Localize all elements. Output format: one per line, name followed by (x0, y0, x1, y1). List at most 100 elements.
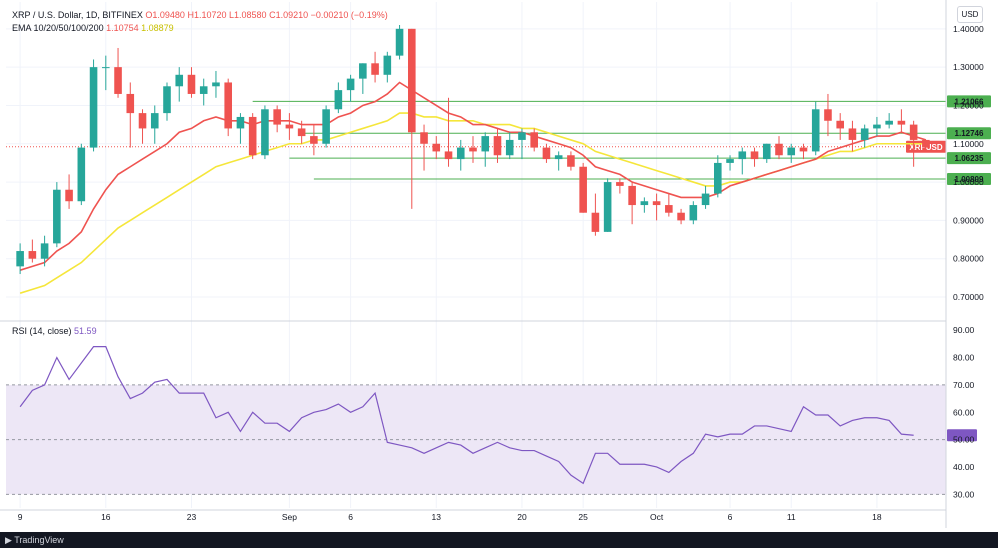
candle-body (738, 151, 747, 160)
candle-body (456, 147, 465, 160)
candle-body (677, 212, 685, 221)
candle-body (518, 132, 526, 140)
x-tick-label: 11 (787, 512, 796, 522)
candle-body (346, 78, 355, 91)
candle-body (897, 120, 906, 125)
level-label-bg (947, 172, 991, 185)
x-tick-label: Sep (282, 512, 297, 522)
candle-body (359, 63, 367, 79)
candle-body (665, 205, 673, 213)
candle-body (603, 182, 612, 232)
price-tick-label: 1.40000 (953, 24, 984, 34)
symbol-title: XRP / U.S. Dollar, 1D, BITFINEX (12, 10, 143, 20)
candle-body (616, 182, 624, 186)
rsi-label: RSI (14, close) (12, 326, 72, 336)
x-tick-label: 25 (578, 512, 588, 522)
level-label: 1.06235 (955, 154, 984, 163)
candle-body (640, 201, 649, 206)
candle-body (114, 67, 122, 94)
candle-body (89, 67, 98, 148)
currency-button[interactable]: USD (957, 6, 983, 23)
candle-body (40, 243, 49, 259)
ema-value-fast: 1.10754 (106, 23, 139, 33)
candle-body (848, 128, 857, 140)
candle-body (579, 166, 587, 213)
candle-body (811, 109, 820, 152)
candle-body (714, 162, 722, 194)
candle-body (420, 132, 428, 144)
price-tick-label: 0.70000 (953, 292, 984, 302)
candle-body (469, 147, 477, 152)
candle-body (799, 147, 808, 152)
candle-body (787, 147, 796, 156)
candle-body (689, 205, 698, 221)
candle-body (383, 55, 392, 75)
candle-body (628, 185, 636, 206)
rsi-legend[interactable]: RSI (14, close) 51.59 (12, 326, 97, 336)
candle-body (175, 74, 184, 87)
candle-body (481, 136, 490, 152)
candle-body (138, 113, 147, 129)
candle-body (65, 189, 73, 202)
price-tick-label: 0.80000 (953, 254, 984, 264)
candle-body (554, 155, 563, 160)
candle-body (909, 124, 918, 140)
candle-body (102, 67, 110, 69)
rsi-tick-label: 60.00 (953, 407, 975, 417)
level-label-bg (947, 127, 991, 140)
candle-body (885, 120, 893, 125)
candle-body (542, 147, 551, 160)
ema-legend[interactable]: EMA 10/20/50/100/200 1.10754 1.08879 (12, 23, 174, 33)
candle-body (285, 124, 294, 129)
ohlc-low: L1.08580 (229, 10, 267, 20)
x-tick-label: 18 (872, 512, 882, 522)
candle-body (77, 147, 86, 202)
x-tick-label: 6 (348, 512, 353, 522)
rsi-line-group (19, 346, 977, 485)
candle-body (567, 155, 575, 167)
tradingview-logo[interactable]: ▶ TradingView (5, 535, 64, 546)
rsi-value-tag-bg (947, 429, 977, 442)
rsi-tick-label: 90.00 (953, 325, 975, 335)
rsi-tick-label: 50.00 (953, 435, 975, 445)
candle-body (310, 136, 318, 144)
candle-body (762, 143, 771, 160)
x-tick-label: 23 (187, 512, 197, 522)
price-tick-label: 1.20000 (953, 100, 984, 110)
level-label: 1.21066 (955, 97, 984, 106)
x-tick-label: 13 (432, 512, 442, 522)
candle-body (408, 28, 416, 133)
x-tick-label: Oct (650, 512, 664, 522)
ema-label: EMA 10/20/50/100/200 (12, 23, 104, 33)
candle-body (371, 63, 379, 75)
candle-body (493, 136, 502, 156)
level-label: 1.12746 (955, 129, 984, 138)
level-label: 1.00809 (955, 175, 984, 184)
candle-body (922, 139, 930, 148)
candles (16, 24, 930, 275)
candle-body (860, 128, 869, 140)
candle-body (591, 212, 600, 232)
candle-body (824, 109, 832, 121)
rsi-tick-label: 30.00 (953, 489, 975, 499)
candle-body (726, 159, 734, 163)
price-tick-label: 1.30000 (953, 62, 984, 72)
candle-body (775, 143, 783, 156)
candle-body (395, 28, 404, 56)
candle-body (873, 124, 881, 129)
candle-body (187, 74, 196, 94)
ohlc-change: −0.00210 (−0.19%) (310, 10, 388, 20)
candle-body (322, 109, 330, 144)
candle-body (212, 82, 220, 87)
tradingview-icon: ▶ (5, 535, 15, 545)
candle-body (432, 143, 441, 152)
candle-body (28, 251, 37, 259)
candle-body (248, 116, 257, 156)
candle-body (236, 116, 245, 129)
candle-body (163, 86, 171, 114)
ema-fast-line (19, 81, 927, 271)
candle-body (199, 86, 208, 94)
ohlc-high: H1.10720 (187, 10, 227, 20)
candle-body (126, 93, 135, 114)
